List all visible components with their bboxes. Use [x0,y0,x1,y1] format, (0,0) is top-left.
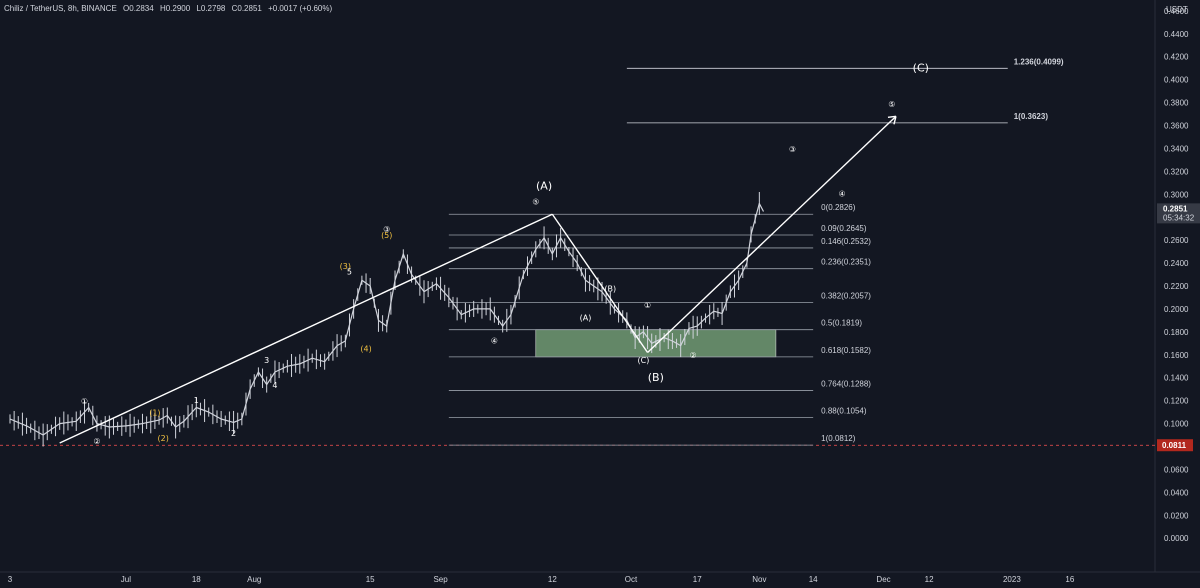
wave-label: 3 [264,356,269,365]
price-tick-label: 0.1400 [1164,374,1189,383]
fib-level-label: 0.764(0.1288) [821,380,871,389]
fib-level-label: 0.88(0.1054) [821,406,867,415]
price-tick-label: 0.2600 [1164,236,1189,245]
elliott-wave-line [551,213,649,353]
wave-label: 2 [231,429,236,438]
wave-label: ⑤ [532,198,539,207]
time-tick-label: 12 [925,575,934,584]
close-value: C0.2851 [231,4,262,13]
last-price-badge [1157,203,1200,224]
price-tick-label: 0.3400 [1164,144,1189,153]
wave-label: ⑤ [888,100,895,109]
price-tick-label: 0.4000 [1164,76,1189,85]
price-tick-label: 0.0400 [1164,488,1189,497]
price-tick-label: 0.0200 [1164,511,1189,520]
fib-level-label: 0.382(0.2057) [821,291,871,300]
price-tick-label: 0.3200 [1164,167,1189,176]
price-tick-label: 0.1200 [1164,397,1189,406]
time-tick-label: Jul [121,575,131,584]
price-tick-label: 0.4200 [1164,53,1189,62]
wave-label: ① [81,397,88,406]
wave-label: ② [93,437,100,446]
wave-label: ④ [839,190,846,199]
high-value: H0.2900 [159,4,191,13]
wave-label: (4) [360,344,371,353]
wave-label: (A) [536,180,552,193]
wave-label: (3) [340,262,351,271]
arrow-head [887,115,897,125]
bar-countdown: 05:34:32 [1163,213,1195,222]
wave-label: (2) [158,434,169,443]
price-tick-label: 0.3800 [1164,99,1189,108]
fib-level-label: 0.09(0.2645) [821,224,867,233]
fib-extension-label: 1(0.3623) [1014,112,1049,121]
wave-label: ③ [383,225,390,234]
wave-label: ③ [789,145,796,154]
time-tick-label: 17 [693,575,702,584]
wave-label: ① [644,301,651,310]
time-tick-label: Nov [752,575,766,584]
time-tick-label: 12 [548,575,557,584]
time-tick-label: 15 [366,575,375,584]
price-tick-label: 0.4600 [1164,7,1189,16]
price-tick-label: 0.0600 [1164,465,1189,474]
time-tick-label: 14 [809,575,818,584]
price-line [9,202,765,436]
time-tick-label: Oct [625,575,638,584]
open-value: O0.2834 [123,4,154,13]
price-tick-label: 0.2000 [1164,305,1189,314]
fib-level-label: 1(0.0812) [821,434,856,443]
price-tick-label: 0.1000 [1164,420,1189,429]
fib-level-label: 0.5(0.1819) [821,319,862,328]
price-tick-label: 0.2200 [1164,282,1189,291]
wave-label: (B) [648,371,664,384]
time-tick-label: 3 [8,575,13,584]
fib-level-label: 0(0.2826) [821,203,856,212]
currency-label: USDT [1166,5,1188,14]
time-tick-label: 18 [192,575,201,584]
time-tick-label: 2023 [1003,575,1021,584]
wave-label: 1 [194,396,199,405]
time-tick-label: Sep [433,575,448,584]
wave-label: ② [690,351,697,360]
wave-label: (B) [604,285,616,294]
wave-label: (5) [381,231,392,240]
last-price-value: 0.2851 [1163,204,1188,213]
symbol-title[interactable]: Chiliz / TetherUS, 8h, BINANCE [4,4,117,13]
price-tick-label: 0.1600 [1164,351,1189,360]
low-value: L0.2798 [196,4,226,13]
change-value: +0.0017 (+0.60%) [268,4,333,13]
price-tick-label: 0.0000 [1164,534,1189,543]
time-tick-label: 16 [1065,575,1074,584]
fib-level-label: 0.146(0.2532) [821,237,871,246]
wave-label: 4 [272,381,277,390]
price-tick-label: 0.1800 [1164,328,1189,337]
wave-label: ④ [491,336,498,345]
wave-label: (A) [580,313,592,322]
price-tick-label: 0.4400 [1164,30,1189,39]
elliott-wave-line [647,115,897,353]
low-price-value: 0.0811 [1162,441,1187,450]
time-tick-label: Aug [247,575,261,584]
elliott-wave-line [59,213,553,444]
wave-label: 5 [347,268,352,277]
wave-label: (1) [149,409,160,418]
price-tick-label: 0.2400 [1164,259,1189,268]
time-tick-label: Dec [876,575,890,584]
wave-label: (C) [913,62,929,75]
price-tick-label: 0.3000 [1164,190,1189,199]
fib-level-label: 0.618(0.1582) [821,346,871,355]
fib-level-label: 0.236(0.2351) [821,258,871,267]
wave-label: (C) [638,356,650,365]
fib-extension-label: 1.236(0.4099) [1014,57,1064,66]
low-price-badge [1157,439,1193,452]
chart-header: Chiliz / TetherUS, 8h, BINANCE O0.2834 H… [4,4,336,13]
price-tick-label: 0.3600 [1164,121,1189,130]
